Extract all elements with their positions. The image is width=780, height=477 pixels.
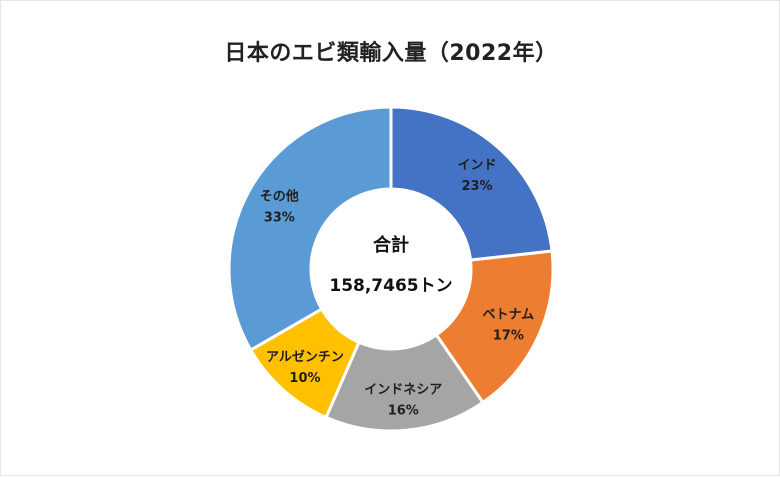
slice-name-label-0: インド bbox=[458, 158, 497, 173]
slice-percent-label-1: 17% bbox=[493, 329, 524, 344]
donut-slice-0 bbox=[389, 105, 554, 262]
donut-slice-4 bbox=[227, 105, 393, 353]
chart-title: 日本のエビ類輸入量（2022年） bbox=[224, 41, 558, 66]
slice-percent-label-2: 16% bbox=[388, 403, 419, 418]
slice-name-label-4: その他 bbox=[260, 189, 299, 205]
donut-slice-2 bbox=[324, 332, 485, 433]
center-total-heading: 合計 bbox=[373, 234, 409, 256]
donut-slice-1 bbox=[434, 249, 555, 405]
center-total-value: 158,7465トン bbox=[329, 276, 452, 296]
slice-percent-label-0: 23% bbox=[461, 179, 492, 194]
slice-name-label-3: アルゼンチン bbox=[266, 349, 344, 365]
slice-name-label-2: インドネシア bbox=[364, 382, 442, 397]
slice-name-label-1: ベトナム bbox=[483, 308, 535, 323]
slice-percent-label-3: 10% bbox=[289, 371, 320, 386]
slice-percent-label-4: 33% bbox=[264, 211, 295, 226]
